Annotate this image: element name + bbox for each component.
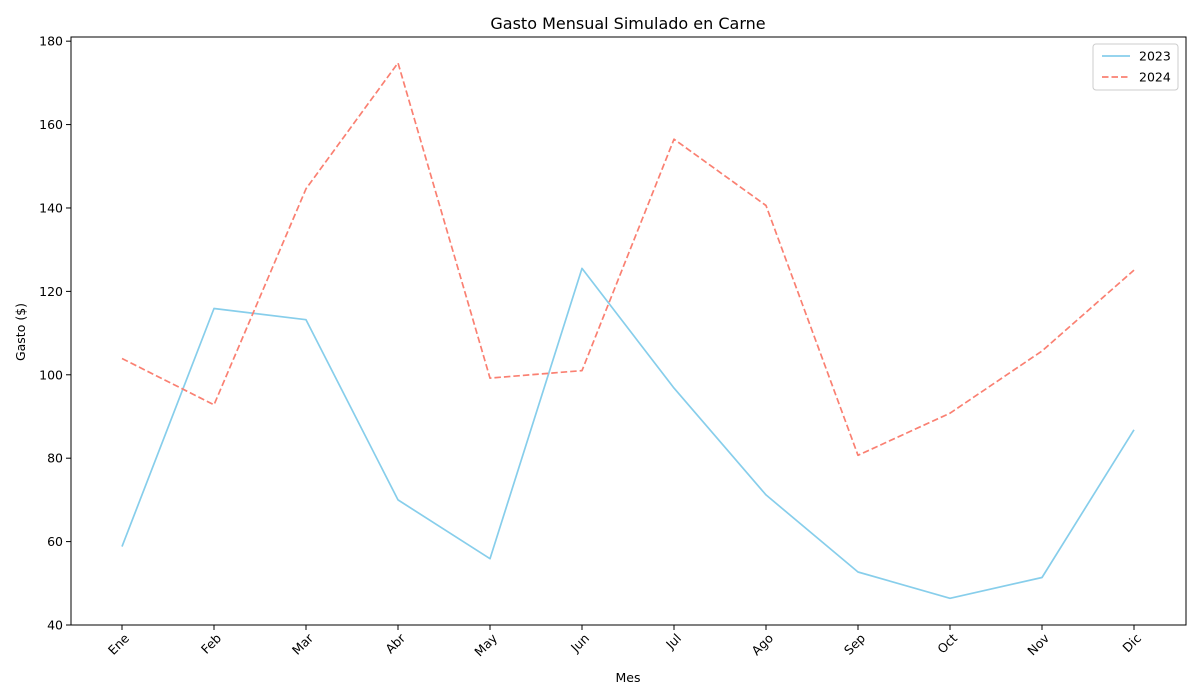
y-axis-label: Gasto ($) bbox=[13, 303, 28, 361]
x-tick-label: Mar bbox=[289, 630, 317, 658]
x-tick-label: Ago bbox=[748, 631, 776, 659]
plot-frame bbox=[70, 36, 1187, 626]
x-tick-label: Dic bbox=[1119, 630, 1144, 655]
x-axis-label: Mes bbox=[616, 670, 641, 685]
y-tick-label: 60 bbox=[47, 534, 63, 549]
x-tick-label: Sep bbox=[841, 630, 868, 657]
y-tick-label: 80 bbox=[47, 451, 63, 466]
x-tick-label: Jun bbox=[567, 631, 592, 656]
x-tick-label: Feb bbox=[198, 630, 224, 656]
y-tick-label: 160 bbox=[39, 117, 63, 132]
legend: 2023 2024 bbox=[1092, 43, 1179, 91]
x-tick-label: May bbox=[471, 630, 500, 659]
x-tick-label: Jul bbox=[662, 631, 684, 653]
x-tick-label: Abr bbox=[382, 630, 409, 657]
series-line-2024 bbox=[121, 62, 1135, 457]
chart-title: Gasto Mensual Simulado en Carne bbox=[490, 14, 765, 33]
legend-label-2023: 2023 bbox=[1139, 49, 1171, 64]
x-axis: Ene Feb Mar Abr May Jun Jul Ago Sep Oct Nov Dic bbox=[105, 625, 1144, 659]
y-tick-label: 100 bbox=[39, 367, 63, 382]
y-axis: 40 60 80 100 120 140 160 180 bbox=[39, 34, 71, 633]
x-tick-label: Nov bbox=[1024, 630, 1052, 658]
legend-label-2024: 2024 bbox=[1139, 70, 1171, 85]
x-tick-label: Oct bbox=[934, 630, 960, 656]
y-tick-label: 40 bbox=[47, 618, 63, 633]
y-tick-label: 180 bbox=[39, 34, 63, 49]
plot-area bbox=[70, 36, 1187, 626]
series-line-2023 bbox=[121, 267, 1135, 600]
x-tick-label: Ene bbox=[105, 630, 132, 657]
y-tick-label: 140 bbox=[39, 200, 63, 215]
series-group bbox=[121, 62, 1135, 600]
y-tick-label: 120 bbox=[39, 284, 63, 299]
